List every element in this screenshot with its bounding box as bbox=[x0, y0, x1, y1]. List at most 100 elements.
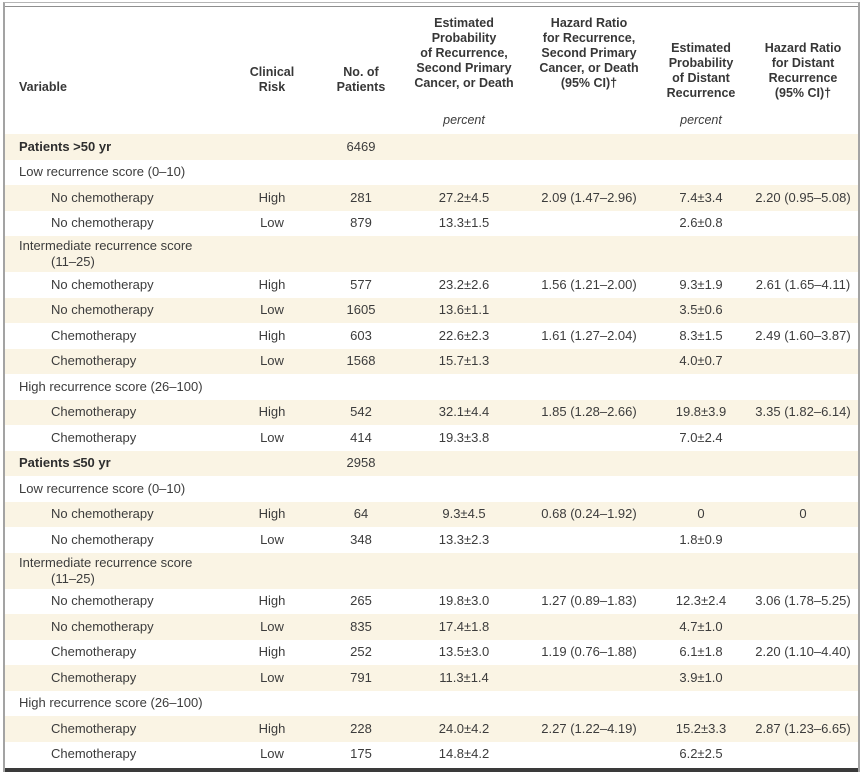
hazard-ratio-cell bbox=[526, 701, 652, 705]
variable-cell: High recurrence score (26–100) bbox=[19, 378, 203, 394]
hazard-ratio-distant-cell: 3.35 (1.82–6.14) bbox=[755, 404, 851, 420]
variable-cell: Intermediate recurrence score (11–25) bbox=[19, 554, 193, 586]
clinical-risk-cell bbox=[224, 487, 320, 491]
patients-cell: 879 bbox=[350, 215, 372, 231]
hazard-ratio-distant-cell bbox=[750, 461, 856, 465]
est-prob-distant-cell: 8.3±1.5 bbox=[679, 327, 723, 343]
table-row: Patients ≤50 yr 2958 bbox=[5, 450, 858, 477]
table-row: Low recurrence score (0–10) bbox=[5, 476, 858, 502]
hazard-ratio-distant-cell bbox=[750, 308, 856, 312]
clinical-risk-cell: High bbox=[258, 593, 286, 609]
patients-cell bbox=[320, 385, 402, 389]
variable-cell: Chemotherapy bbox=[51, 669, 137, 685]
hazard-ratio-cell bbox=[526, 359, 652, 363]
est-prob-distant-cell: 4.0±0.7 bbox=[679, 353, 723, 369]
hazard-ratio-cell bbox=[526, 308, 652, 312]
hazard-ratio-distant-cell bbox=[750, 569, 856, 573]
est-prob-cell bbox=[402, 487, 526, 491]
hazard-ratio-cell: 1.61 (1.27–2.04) bbox=[541, 327, 637, 343]
est-prob-cell: 24.0±4.2 bbox=[438, 720, 490, 736]
hazard-ratio-distant-cell: 2.49 (1.60–3.87) bbox=[755, 327, 851, 343]
variable-cell: Chemotherapy bbox=[51, 353, 137, 369]
header-clinical-risk: Clinical Risk bbox=[249, 64, 295, 94]
hazard-ratio-distant-cell: 3.06 (1.78–5.25) bbox=[755, 593, 851, 609]
table-row: No chemotherapy Low 1605 13.6±1.1 3.5±0.… bbox=[5, 297, 858, 324]
clinical-risk-cell: High bbox=[258, 644, 286, 660]
est-prob-cell bbox=[402, 170, 526, 174]
est-prob-cell: 23.2±2.6 bbox=[438, 276, 490, 292]
variable-cell: No chemotherapy bbox=[51, 189, 154, 205]
patients-cell bbox=[320, 170, 402, 174]
clinical-risk-cell: High bbox=[258, 327, 286, 343]
clinical-risk-cell: Low bbox=[260, 531, 284, 547]
patients-cell: 791 bbox=[350, 669, 372, 685]
clinical-risk-cell: Low bbox=[260, 669, 284, 685]
results-table: Variable Clinical Risk No. of Patients E… bbox=[5, 6, 858, 772]
clinical-risk-cell bbox=[224, 701, 320, 705]
hazard-ratio-distant-cell: 0 bbox=[799, 506, 807, 522]
clinical-risk-cell bbox=[224, 569, 320, 573]
hazard-ratio-cell bbox=[526, 221, 652, 225]
clinical-risk-cell bbox=[224, 385, 320, 389]
unit-spacer bbox=[750, 106, 856, 135]
clinical-risk-cell: Low bbox=[260, 353, 284, 369]
variable-cell: Intermediate recurrence score (11–25) bbox=[19, 238, 193, 270]
patients-cell: 281 bbox=[350, 189, 372, 205]
header-hazard-ratio-distant: Hazard Ratio for Distant Recurrence (95%… bbox=[764, 40, 842, 100]
est-prob-cell bbox=[402, 385, 526, 389]
patients-cell: 603 bbox=[350, 327, 372, 343]
patients-cell: 1605 bbox=[346, 302, 376, 318]
hazard-ratio-distant-cell: 2.87 (1.23–6.65) bbox=[755, 720, 851, 736]
hazard-ratio-cell bbox=[526, 625, 652, 629]
variable-cell: Chemotherapy bbox=[51, 746, 137, 762]
patients-cell: 1568 bbox=[346, 353, 376, 369]
table-row: Chemotherapy Low 414 19.3±3.8 7.0±2.4 bbox=[5, 425, 858, 451]
hazard-ratio-distant-cell: 2.20 (0.95–5.08) bbox=[755, 189, 851, 205]
variable-cell: High recurrence score (26–100) bbox=[19, 695, 203, 711]
hazard-ratio-cell: 2.09 (1.47–2.96) bbox=[541, 189, 637, 205]
patients-cell: 542 bbox=[350, 404, 372, 420]
est-prob-distant-cell: 15.2±3.3 bbox=[675, 720, 727, 736]
variable-cell: No chemotherapy bbox=[51, 506, 154, 522]
table-row: Chemotherapy High 252 13.5±3.0 1.19 (0.7… bbox=[5, 640, 858, 666]
patients-cell: 265 bbox=[350, 593, 372, 609]
hazard-ratio-distant-cell bbox=[750, 221, 856, 225]
table-frame: Variable Clinical Risk No. of Patients E… bbox=[3, 2, 860, 772]
unit-spacer bbox=[5, 106, 224, 135]
hazard-ratio-cell bbox=[526, 252, 652, 256]
hazard-ratio-distant-cell bbox=[750, 385, 856, 389]
clinical-risk-cell: Low bbox=[260, 429, 284, 445]
est-prob-cell: 22.6±2.3 bbox=[438, 327, 490, 343]
variable-cell: Patients ≤50 yr bbox=[19, 455, 111, 471]
header-variable: Variable bbox=[19, 79, 67, 94]
est-prob-cell: 32.1±4.4 bbox=[438, 404, 490, 420]
hazard-ratio-cell bbox=[526, 385, 652, 389]
table-row: No chemotherapy Low 835 17.4±1.8 4.7±1.0 bbox=[5, 614, 858, 640]
hazard-ratio-distant-cell bbox=[750, 252, 856, 256]
est-prob-cell: 17.4±1.8 bbox=[438, 618, 490, 634]
table-row: Patients >50 yr 6469 bbox=[5, 134, 858, 160]
header-hazard-ratio-recurrence: Hazard Ratio for Recurrence, Second Prim… bbox=[539, 16, 639, 90]
clinical-risk-cell bbox=[224, 252, 320, 256]
table-row: No chemotherapy High 64 9.3±4.5 0.68 (0.… bbox=[5, 501, 858, 528]
variable-cell: Low recurrence score (0–10) bbox=[19, 164, 186, 180]
patients-cell bbox=[320, 701, 402, 705]
table-row: Low recurrence score (0–10) bbox=[5, 160, 858, 186]
est-prob-distant-cell bbox=[652, 145, 750, 149]
est-prob-distant-cell bbox=[652, 385, 750, 389]
patients-cell: 175 bbox=[350, 746, 372, 762]
est-prob-cell: 13.3±1.5 bbox=[438, 215, 490, 231]
patients-cell: 414 bbox=[350, 429, 372, 445]
hazard-ratio-cell bbox=[526, 676, 652, 680]
table-header-row: Variable Clinical Risk No. of Patients E… bbox=[5, 7, 858, 106]
clinical-risk-cell: High bbox=[258, 506, 286, 522]
table-row: No chemotherapy High 577 23.2±2.6 1.56 (… bbox=[5, 272, 858, 298]
hazard-ratio-distant-cell bbox=[750, 538, 856, 542]
hazard-ratio-distant-cell: 2.20 (1.10–4.40) bbox=[755, 644, 851, 660]
clinical-risk-cell: Low bbox=[260, 618, 284, 634]
hazard-ratio-cell: 1.85 (1.28–2.66) bbox=[541, 404, 637, 420]
est-prob-cell bbox=[402, 252, 526, 256]
table-row: No chemotherapy High 281 27.2±4.5 2.09 (… bbox=[5, 185, 858, 211]
hazard-ratio-cell: 2.27 (1.22–4.19) bbox=[541, 720, 637, 736]
